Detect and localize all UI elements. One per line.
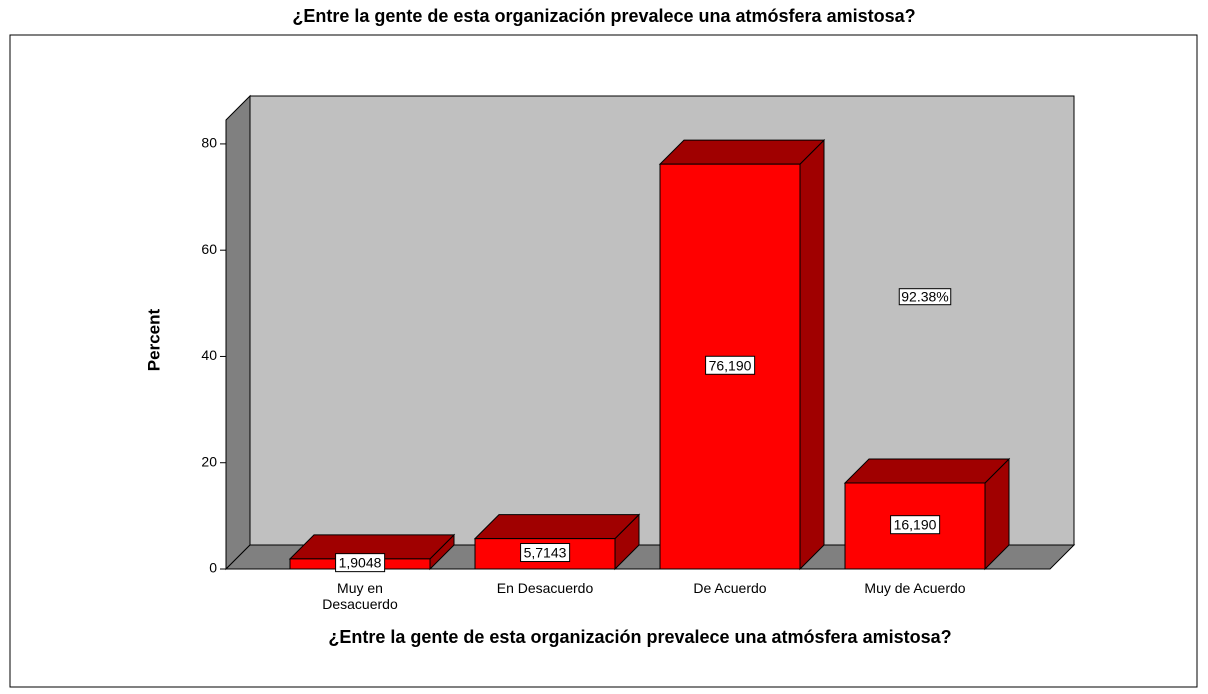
x-tick-label: Muy en Desacuerdo: [322, 580, 398, 612]
x-axis-title: ¿Entre la gente de esta organización pre…: [328, 627, 952, 647]
value-label-box: [520, 543, 571, 563]
side-wall: [225, 94, 251, 571]
y-tick-label: 20: [201, 453, 217, 469]
y-tick-label: 60: [201, 241, 217, 257]
value-label: 16,190: [894, 517, 937, 533]
bar-side: [799, 138, 825, 571]
annotation: 92.38%: [901, 289, 948, 305]
annotation-box: [898, 288, 952, 306]
bar-top: [843, 458, 1011, 484]
value-label-box: [705, 355, 756, 375]
y-axis-title: Percent: [144, 308, 163, 371]
y-tick-label: 0: [209, 560, 217, 576]
x-tick-label: Muy de Acuerdo: [864, 580, 966, 596]
chart-title: ¿Entre la gente de esta organización pre…: [292, 6, 916, 26]
x-tick-label: De Acuerdo: [693, 580, 767, 596]
value-label: 76,190: [709, 357, 752, 373]
value-label: 1,9048: [339, 555, 382, 571]
y-tick-label: 80: [201, 135, 217, 151]
value-label-box: [335, 553, 386, 573]
value-label-box: [890, 515, 941, 535]
x-tick-label: En Desacuerdo: [496, 580, 594, 596]
value-label: 5,7143: [524, 545, 567, 561]
bar-top: [658, 139, 826, 165]
chart-frame: [9, 34, 1198, 688]
bar-top: [473, 514, 641, 540]
y-tick-label: 40: [201, 347, 217, 363]
